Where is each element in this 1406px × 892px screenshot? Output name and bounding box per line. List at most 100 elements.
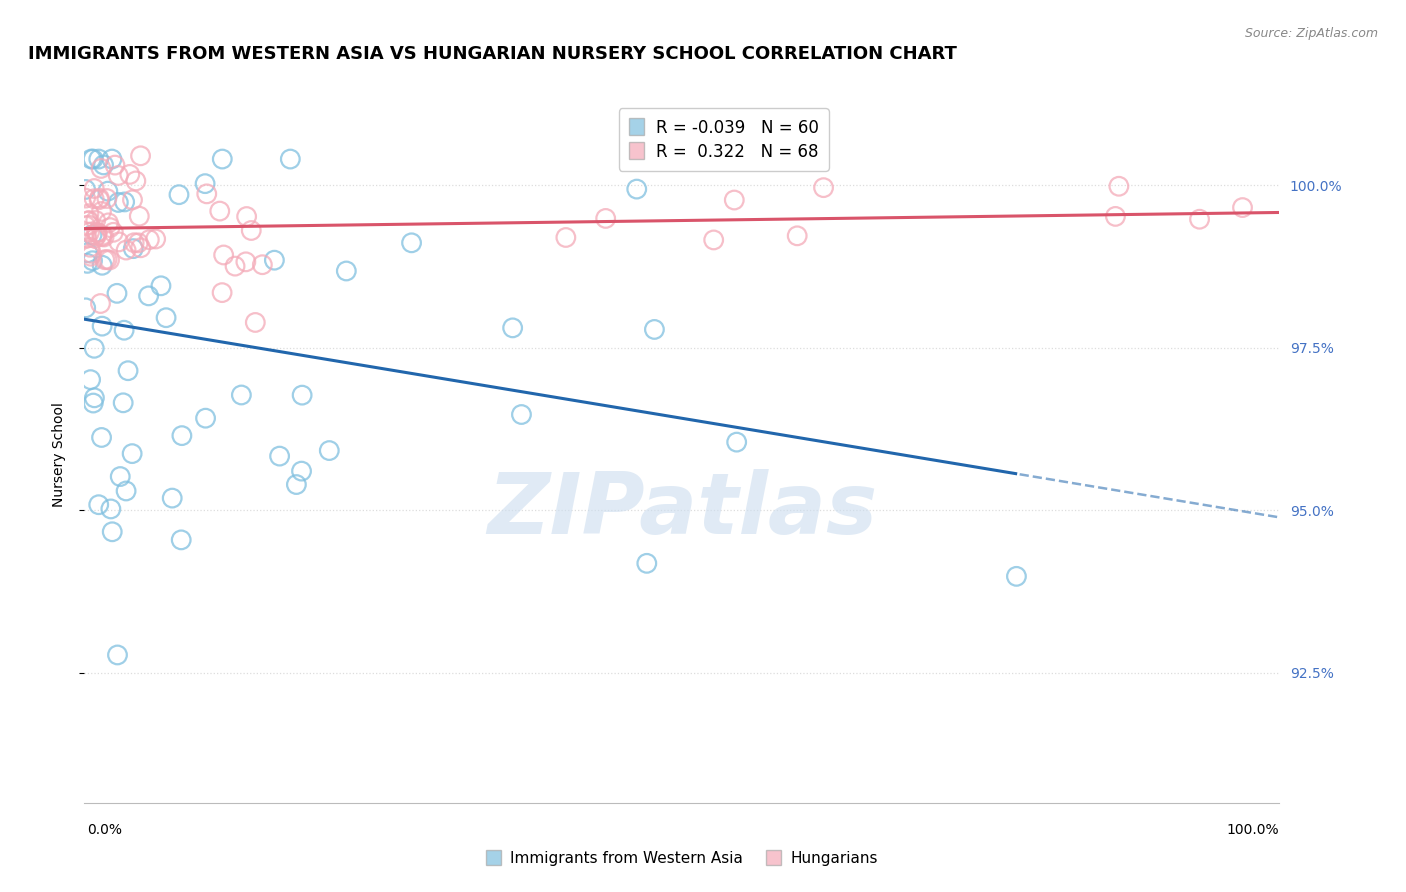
- Point: [112, 323, 135, 337]
- Point: [101, 152, 124, 166]
- Point: [1104, 210, 1126, 224]
- Point: [129, 149, 152, 163]
- Point: [149, 278, 172, 293]
- Point: [118, 168, 141, 182]
- Point: [77, 214, 100, 228]
- Point: [122, 242, 145, 256]
- Point: [208, 204, 231, 219]
- Point: [813, 180, 835, 194]
- Point: [194, 177, 217, 191]
- Point: [80, 246, 103, 260]
- Point: [401, 235, 423, 250]
- Point: [76, 245, 98, 260]
- Point: [170, 533, 193, 547]
- Point: [82, 152, 104, 166]
- Point: [502, 321, 524, 335]
- Point: [554, 230, 576, 244]
- Point: [138, 233, 160, 247]
- Point: [104, 158, 127, 172]
- Point: [318, 443, 340, 458]
- Point: [105, 286, 128, 301]
- Point: [87, 152, 110, 166]
- Point: [86, 225, 108, 239]
- Text: ZIPatlas: ZIPatlas: [486, 469, 877, 552]
- Point: [108, 235, 131, 249]
- Point: [76, 231, 98, 245]
- Point: [155, 310, 177, 325]
- Point: [117, 364, 139, 378]
- Point: [86, 228, 108, 243]
- Point: [98, 253, 121, 268]
- Point: [83, 391, 105, 405]
- Point: [115, 483, 138, 498]
- Point: [101, 524, 124, 539]
- Point: [87, 498, 110, 512]
- Point: [643, 322, 665, 336]
- Point: [1108, 179, 1130, 194]
- Point: [235, 255, 257, 269]
- Point: [1232, 201, 1254, 215]
- Point: [89, 296, 111, 310]
- Point: [121, 193, 143, 207]
- Point: [291, 388, 314, 402]
- Point: [269, 449, 291, 463]
- Point: [100, 502, 122, 516]
- Point: [97, 216, 120, 230]
- Text: 0.0%: 0.0%: [87, 823, 122, 837]
- Point: [636, 557, 658, 571]
- Point: [87, 193, 110, 207]
- Point: [510, 408, 533, 422]
- Point: [79, 240, 101, 254]
- Y-axis label: Nursery School: Nursery School: [52, 402, 66, 508]
- Legend: Immigrants from Western Asia, Hungarians: Immigrants from Western Asia, Hungarians: [479, 844, 884, 871]
- Text: IMMIGRANTS FROM WESTERN ASIA VS HUNGARIAN NURSERY SCHOOL CORRELATION CHART: IMMIGRANTS FROM WESTERN ASIA VS HUNGARIA…: [28, 45, 957, 62]
- Point: [89, 191, 111, 205]
- Point: [195, 186, 218, 201]
- Point: [278, 152, 301, 166]
- Point: [90, 204, 112, 219]
- Point: [77, 218, 100, 232]
- Point: [93, 158, 115, 172]
- Point: [75, 301, 97, 315]
- Point: [82, 396, 104, 410]
- Point: [75, 191, 97, 205]
- Point: [145, 232, 167, 246]
- Point: [245, 316, 267, 330]
- Point: [290, 464, 312, 478]
- Point: [235, 210, 257, 224]
- Point: [110, 469, 132, 483]
- Point: [107, 648, 129, 662]
- Point: [335, 264, 357, 278]
- Point: [1188, 212, 1211, 227]
- Point: [170, 428, 193, 442]
- Point: [231, 388, 253, 402]
- Point: [129, 241, 152, 255]
- Point: [252, 258, 274, 272]
- Point: [112, 396, 135, 410]
- Point: [160, 491, 183, 505]
- Point: [79, 225, 101, 239]
- Point: [93, 252, 115, 267]
- Point: [595, 211, 617, 226]
- Point: [103, 225, 125, 239]
- Point: [114, 194, 136, 209]
- Point: [122, 235, 145, 250]
- Point: [93, 230, 115, 244]
- Point: [91, 258, 114, 272]
- Point: [79, 373, 101, 387]
- Point: [84, 213, 107, 227]
- Point: [703, 233, 725, 247]
- Point: [75, 219, 97, 233]
- Point: [80, 227, 103, 242]
- Point: [127, 235, 149, 250]
- Point: [725, 435, 748, 450]
- Point: [224, 259, 246, 273]
- Point: [212, 248, 235, 262]
- Point: [115, 243, 138, 257]
- Point: [194, 411, 217, 425]
- Point: [125, 174, 148, 188]
- Point: [285, 477, 308, 491]
- Point: [83, 231, 105, 245]
- Point: [97, 184, 120, 198]
- Point: [83, 181, 105, 195]
